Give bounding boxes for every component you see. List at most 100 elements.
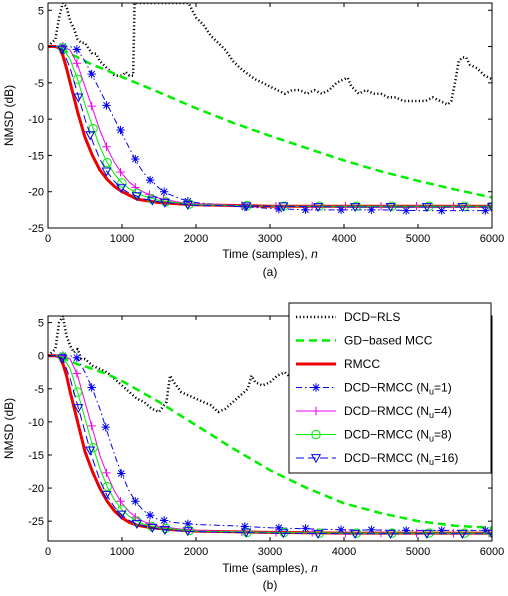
series-marker-n16 xyxy=(57,45,68,55)
series-marker-n8 xyxy=(488,528,492,538)
x-axis-label: Time (samples), n xyxy=(222,561,318,575)
series-line-n1 xyxy=(48,46,492,212)
series-marker-n8 xyxy=(102,157,112,168)
legend-label-suffix: =16) xyxy=(434,451,458,465)
legend-label-n4: DCD−RMCC (Nu=4) xyxy=(344,404,452,420)
panel-label: (b) xyxy=(263,578,278,592)
x-tick-label: 6000 xyxy=(480,546,504,558)
x-tick-label: 1000 xyxy=(110,233,134,245)
x-tick-label: 0 xyxy=(45,233,51,245)
legend-box xyxy=(288,302,492,474)
x-axis-label-text: Time (samples), xyxy=(222,247,311,261)
legend-label-n16: DCD−RMCC (Nu=16) xyxy=(344,451,458,467)
chart-panel-a: 0 1000 2000 3000 4000 5000 6000 5 0 -5 -10 -15 -20 -2… xyxy=(2,2,504,279)
series-marker-n16 xyxy=(241,202,252,212)
series-line-n16 xyxy=(48,355,492,535)
y-tick-label: 5 xyxy=(38,318,44,330)
series-marker-n16 xyxy=(116,184,127,194)
series-marker-n1 xyxy=(401,526,411,535)
series-marker-n16 xyxy=(457,203,468,213)
y-axis-label: NMSD (dB) xyxy=(2,85,16,146)
series-marker-n16 xyxy=(486,203,492,213)
series-marker-n1 xyxy=(336,525,346,534)
series-marker-n4 xyxy=(116,497,125,506)
series-marker-n1 xyxy=(145,510,155,520)
series-marker-n16 xyxy=(350,529,361,539)
series-marker-n16 xyxy=(147,196,158,206)
y-tick-label: -20 xyxy=(28,483,44,495)
series-marker-n16 xyxy=(131,192,142,202)
series-marker-n16 xyxy=(350,203,361,213)
legend-label-text: DCD−RMCC (N xyxy=(344,381,429,395)
series-marker-n1 xyxy=(159,516,169,525)
series-marker-n8 xyxy=(424,528,434,538)
series-marker-n8 xyxy=(488,201,492,211)
y-tick-label: -5 xyxy=(34,384,44,396)
x-tick-label: 3000 xyxy=(258,546,282,558)
legend-label-text: RMCC xyxy=(344,357,380,371)
legend-marker-n4 xyxy=(311,406,321,416)
series-marker-n16 xyxy=(116,510,127,520)
series-marker-n4 xyxy=(102,468,111,478)
y-tick-label: 0 xyxy=(38,351,44,363)
x-tick-label: 2000 xyxy=(184,233,208,245)
series-marker-n4 xyxy=(87,421,96,431)
series-marker-n16 xyxy=(182,200,193,211)
series-marker-n1 xyxy=(87,383,96,392)
x-tick-label: 4000 xyxy=(332,546,356,558)
y-tick-label: -10 xyxy=(28,114,44,126)
x-tick-label: 3000 xyxy=(258,233,282,245)
series-marker-n1 xyxy=(301,205,310,215)
series-marker-n1 xyxy=(72,45,82,54)
series-marker-n1 xyxy=(116,125,125,135)
series-marker-n16 xyxy=(457,529,468,539)
series-marker-n1 xyxy=(87,69,96,79)
series-marker-n1 xyxy=(183,519,193,528)
series-marker-n1 xyxy=(437,206,446,215)
series-marker-n8 xyxy=(117,178,127,188)
x-tick-label: 4000 xyxy=(332,233,356,245)
series-marker-n1 xyxy=(481,206,490,215)
series-marker-n16 xyxy=(159,525,170,535)
series-marker-n4 xyxy=(72,59,82,68)
series-marker-n1 xyxy=(117,469,126,478)
y-tick-label: -15 xyxy=(28,150,44,162)
series-marker-n8 xyxy=(459,201,470,211)
series-marker-n16 xyxy=(182,527,193,537)
series-marker-n1 xyxy=(367,205,376,215)
series-marker-n16 xyxy=(385,529,396,539)
legend-marker-n16 xyxy=(310,454,322,464)
x-tick-label: 5000 xyxy=(406,546,430,558)
series-marker-n16 xyxy=(101,167,112,177)
x-tick-label: 5000 xyxy=(406,233,430,245)
series-marker-n16 xyxy=(85,131,96,141)
x-axis-label-var: n xyxy=(311,247,318,261)
series-marker-n1 xyxy=(101,422,110,432)
y-tick-label: -25 xyxy=(28,223,44,235)
x-tick-label: 2000 xyxy=(184,546,208,558)
y-axis-label: NMSD (dB) xyxy=(2,398,16,459)
legend-label-sub: u xyxy=(429,434,434,444)
series-marker-n16 xyxy=(101,490,112,500)
x-axis-label-text: Time (samples), xyxy=(222,561,311,575)
series-marker-n1 xyxy=(367,525,376,534)
series-marker-n16 xyxy=(131,519,142,530)
y-tick-label: -20 xyxy=(28,187,44,199)
legend-label-n8: DCD−RMCC (Nu=8) xyxy=(344,428,452,444)
x-axis-label-var: n xyxy=(311,561,318,575)
series-marker-n8 xyxy=(88,123,98,134)
x-axis-label: Time (samples), n xyxy=(222,247,318,261)
series-line-n8 xyxy=(48,355,492,534)
legend-label-sub: u xyxy=(429,410,434,420)
series-marker-n1 xyxy=(274,523,284,532)
x-tick-label: 6000 xyxy=(480,233,504,245)
series-marker-n16 xyxy=(73,93,84,103)
y-tick-label: 5 xyxy=(38,5,44,17)
chart-panel-b: 0 1000 2000 3000 4000 5000 6000 5 0 -5 -10 -15 -20 -2… xyxy=(2,302,504,592)
series-marker-n4 xyxy=(131,183,140,192)
series-marker-n8 xyxy=(72,74,83,84)
series-marker-n16 xyxy=(421,529,432,539)
series-marker-n16 xyxy=(313,529,324,539)
